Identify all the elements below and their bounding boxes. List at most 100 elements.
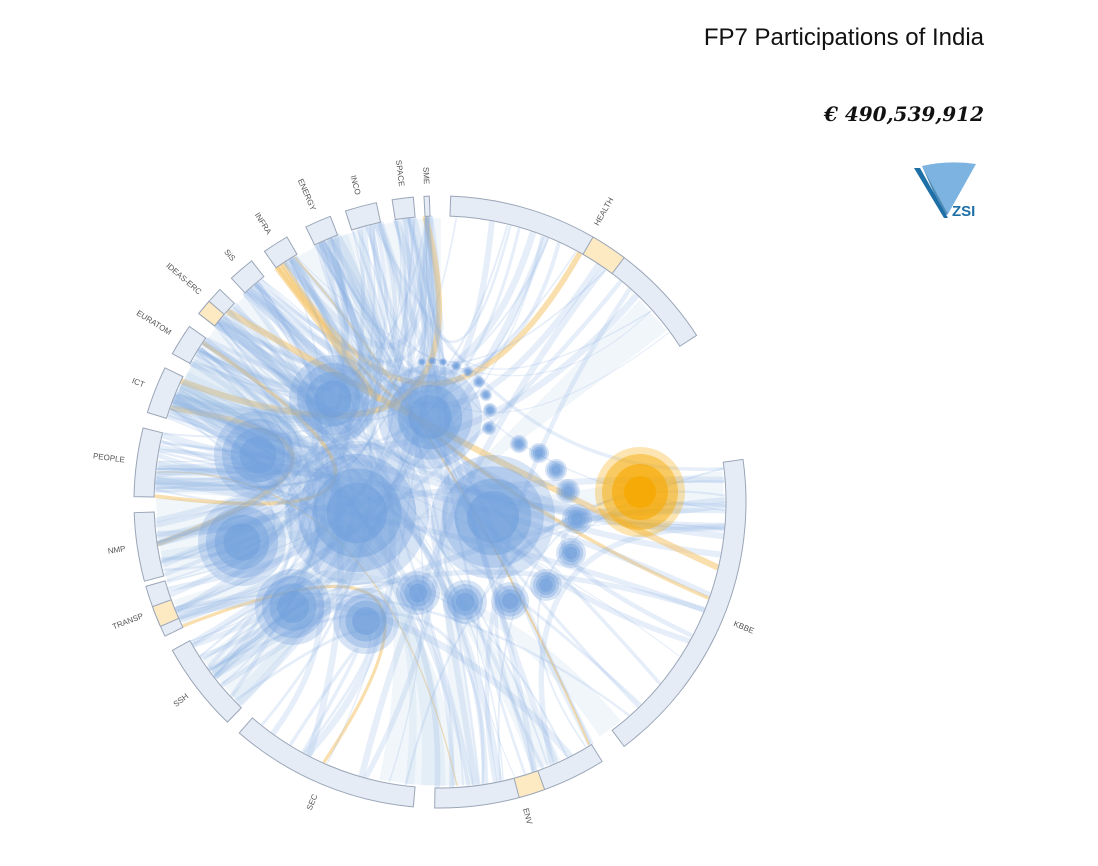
total-amount: € 490,539,912 [823, 102, 984, 126]
chord-link [225, 308, 720, 571]
ring-segment-euratom[interactable] [171, 325, 207, 365]
chord-link [178, 387, 313, 642]
chord-link [352, 231, 669, 413]
chord-link [178, 280, 623, 620]
participant-bubble[interactable] [198, 498, 286, 586]
participant-bubble[interactable] [439, 358, 447, 366]
chord-link [158, 411, 334, 478]
chord-link [208, 611, 485, 785]
participant-bubble[interactable] [562, 504, 592, 534]
ring-segment-kbbe[interactable] [611, 458, 747, 748]
ring-highlight-health [582, 236, 625, 275]
participant-bubble[interactable] [378, 365, 482, 469]
participant-bubble[interactable] [214, 411, 302, 499]
chord-link [175, 229, 397, 609]
chord-link [262, 279, 424, 783]
participant-bubble[interactable] [556, 538, 586, 568]
chord-link [153, 479, 706, 613]
participant-bubble[interactable] [480, 389, 492, 401]
participant-bubble[interactable] [510, 435, 528, 453]
chord-link [167, 415, 293, 678]
ring-segment-energy[interactable] [305, 215, 339, 246]
ring-segment-ssh[interactable] [171, 639, 243, 723]
ring-segment-ict[interactable] [146, 367, 184, 420]
chord-ribbon [200, 220, 407, 404]
ring-label-inco: INCO [349, 174, 363, 196]
chord-link [318, 218, 441, 378]
participant-bubble[interactable] [428, 357, 436, 365]
participant-bubble[interactable] [418, 358, 426, 366]
chord-link [168, 389, 319, 481]
participant-bubble[interactable] [529, 443, 549, 463]
chord-link [154, 233, 384, 476]
chord-link [256, 241, 561, 376]
ring-segment-sec[interactable] [238, 717, 416, 808]
chord-link [169, 346, 284, 447]
participant-bubble[interactable] [255, 569, 331, 645]
highlighted-bubble[interactable] [595, 447, 685, 537]
chord-link [368, 226, 606, 363]
chord-ribbon [210, 300, 667, 701]
chord-link [154, 341, 338, 506]
chord-link [226, 223, 386, 419]
chord-link [211, 284, 324, 674]
participant-bubble[interactable] [463, 367, 473, 377]
ring-segment-sme[interactable] [423, 195, 431, 217]
participant-bubble[interactable] [443, 580, 487, 624]
chord-link [154, 440, 325, 493]
ring-label-space: SPACE [394, 159, 406, 186]
ring-label-ict: ICT [131, 376, 146, 389]
ring-segment-space[interactable] [391, 196, 416, 221]
chord-link [176, 592, 630, 716]
participant-bubble[interactable] [483, 403, 497, 417]
participant-bubble[interactable] [451, 361, 461, 371]
ring-segment-health[interactable] [449, 195, 698, 347]
participant-bubble[interactable] [556, 479, 580, 503]
chord-link [161, 350, 290, 476]
chord-link [476, 522, 724, 777]
participant-bubble[interactable] [530, 569, 562, 601]
participant-bubble[interactable] [285, 441, 429, 585]
ring-segment-sis[interactable] [230, 260, 265, 294]
chord-link [169, 404, 287, 480]
chord-link [160, 217, 412, 460]
chord-ribbon [181, 348, 446, 786]
participant-bubble[interactable] [473, 376, 485, 388]
chord-link [155, 483, 321, 675]
chord-ribbon [160, 471, 724, 584]
ring-segment-infra[interactable] [263, 236, 298, 269]
participant-bubble[interactable] [482, 421, 496, 435]
ring-segment-people[interactable] [133, 427, 164, 498]
ring-highlight-transp [151, 599, 180, 628]
chord-link [182, 584, 387, 764]
chord-link [209, 322, 318, 672]
chord-link [157, 442, 287, 470]
chord-link [157, 222, 398, 546]
participant-bubble[interactable] [491, 582, 529, 620]
chord-link [228, 310, 549, 766]
participant-bubble[interactable] [396, 571, 440, 615]
ring-segment-env[interactable] [434, 743, 603, 809]
ring-segment-inco[interactable] [344, 202, 382, 231]
chord-link [407, 216, 559, 765]
chord-ribbon [173, 571, 621, 737]
participant-bubble[interactable] [333, 588, 399, 654]
participant-bubble[interactable] [289, 355, 377, 443]
chord-link [294, 256, 590, 745]
ring-label-energy: ENERGY [296, 177, 318, 212]
chord-link [424, 216, 447, 379]
chord-link [154, 467, 712, 598]
chord-link [158, 448, 293, 564]
chord-link [538, 525, 726, 766]
chord-ribbon [156, 460, 300, 564]
chord-link [214, 581, 568, 758]
ring-segment-nmp[interactable] [133, 511, 165, 582]
participant-bubble[interactable] [431, 455, 555, 579]
chord-link [171, 293, 640, 451]
svg-text:ZSI: ZSI [952, 203, 975, 220]
chord-link [315, 242, 726, 531]
chord-link [157, 342, 293, 545]
participant-bubble[interactable] [545, 459, 567, 481]
ring-label-ssh: SSH [172, 692, 191, 709]
